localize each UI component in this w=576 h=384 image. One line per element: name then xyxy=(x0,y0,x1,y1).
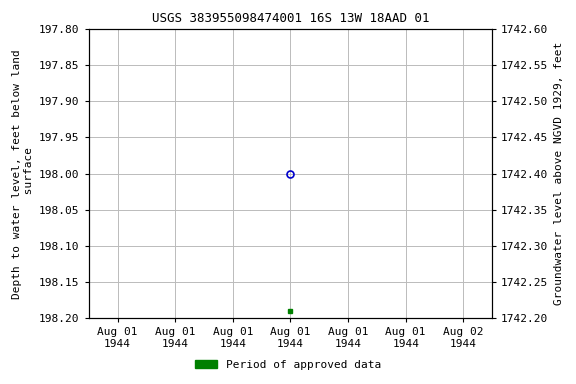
Title: USGS 383955098474001 16S 13W 18AAD 01: USGS 383955098474001 16S 13W 18AAD 01 xyxy=(151,12,429,25)
Legend: Period of approved data: Period of approved data xyxy=(191,356,385,375)
Y-axis label: Groundwater level above NGVD 1929, feet: Groundwater level above NGVD 1929, feet xyxy=(554,42,564,305)
Y-axis label: Depth to water level, feet below land
 surface: Depth to water level, feet below land su… xyxy=(12,49,33,298)
